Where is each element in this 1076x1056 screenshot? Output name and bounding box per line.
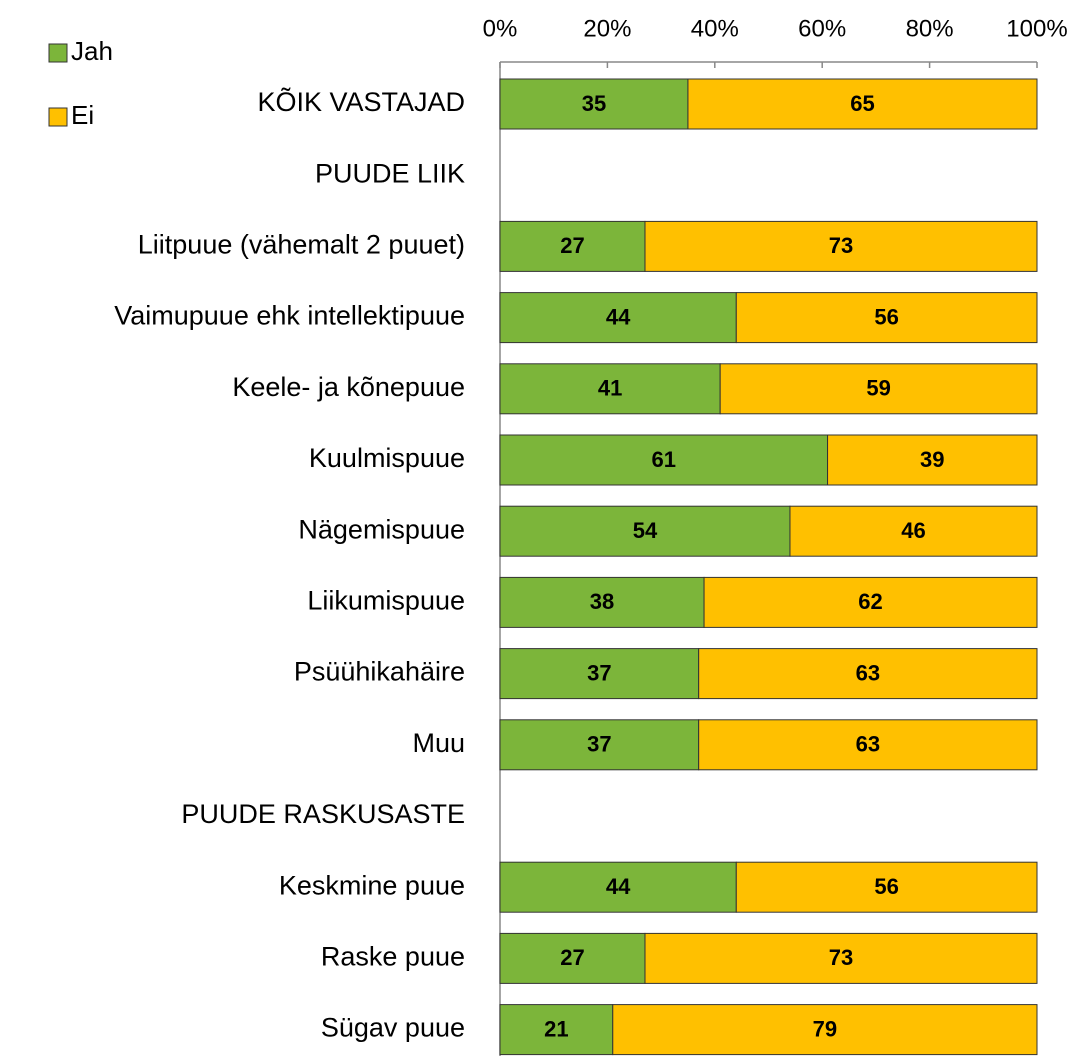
bar-segment: [735, 292, 1038, 344]
bar-segment: [612, 1004, 1038, 1056]
value-label: 37: [587, 660, 611, 685]
bar-segment: [789, 505, 1038, 557]
bar-segment: [499, 78, 689, 130]
value-label: 79: [813, 1016, 837, 1041]
x-tick-label: 40%: [691, 15, 739, 42]
x-tick-label: 100%: [1006, 15, 1067, 42]
bar-segment: [698, 719, 1038, 771]
bar-segment: [644, 220, 1038, 272]
category-label: Psüühikahäire: [294, 657, 465, 687]
category-label: Keele- ja kõnepuue: [232, 372, 465, 402]
value-label: 35: [582, 91, 606, 116]
value-label: 21: [544, 1016, 568, 1041]
bar-segment: [827, 434, 1038, 486]
legend-swatch: [48, 107, 68, 127]
value-label: 46: [901, 518, 925, 543]
value-label: 44: [606, 874, 631, 899]
x-tick-label: 60%: [798, 15, 846, 42]
x-tick-label: 20%: [583, 15, 631, 42]
value-label: 41: [598, 376, 622, 401]
category-label: Raske puue: [321, 942, 465, 972]
bar-segment: [735, 861, 1038, 913]
category-label: Keskmine puue: [279, 870, 465, 900]
bar-segment: [499, 719, 700, 771]
bar-segment: [499, 932, 646, 984]
category-label: Sügav puue: [321, 1013, 465, 1043]
legend-swatch: [48, 43, 68, 63]
value-label: 27: [560, 233, 584, 258]
value-label: 73: [829, 233, 853, 258]
bar-segment: [703, 576, 1038, 628]
bar-segment: [499, 576, 705, 628]
value-label: 61: [652, 447, 676, 472]
bar-segment: [499, 434, 829, 486]
value-label: 63: [856, 660, 880, 685]
category-label: Vaimupuue ehk intellektipuue: [114, 301, 465, 331]
value-label: 37: [587, 732, 611, 757]
category-label: KÕIK VASTAJAD: [257, 86, 465, 117]
bar-segment: [644, 932, 1038, 984]
bar-segment: [499, 505, 791, 557]
category-label: PUUDE RASKUSASTE: [181, 799, 465, 829]
value-label: 27: [560, 945, 584, 970]
bar-segment: [698, 648, 1038, 700]
bar-segment: [499, 1004, 614, 1056]
value-label: 59: [866, 376, 890, 401]
bar-segment: [687, 78, 1038, 130]
value-label: 65: [850, 91, 874, 116]
bar-segment: [499, 363, 721, 415]
value-label: 56: [874, 874, 898, 899]
value-label: 62: [858, 589, 882, 614]
legend-label: Jah: [71, 36, 113, 66]
value-label: 38: [590, 589, 614, 614]
value-label: 56: [874, 304, 898, 329]
value-label: 63: [856, 732, 880, 757]
category-label: Liitpuue (vähemalt 2 puuet): [138, 230, 465, 260]
category-label: Muu: [412, 728, 465, 758]
bar-segment: [499, 648, 700, 700]
bar-segment: [719, 363, 1038, 415]
category-label: Nägemispuue: [298, 514, 465, 544]
value-label: 39: [920, 447, 944, 472]
category-label: Liikumispuue: [307, 586, 465, 616]
value-label: 54: [633, 518, 658, 543]
category-label: Kuulmispuue: [309, 443, 465, 473]
x-tick-label: 0%: [483, 15, 518, 42]
x-tick-label: 80%: [906, 15, 954, 42]
value-label: 73: [829, 945, 853, 970]
category-label: PUUDE LIIK: [315, 158, 465, 188]
bar-segment: [499, 861, 737, 913]
legend-label: Ei: [71, 100, 94, 130]
value-label: 44: [606, 304, 631, 329]
